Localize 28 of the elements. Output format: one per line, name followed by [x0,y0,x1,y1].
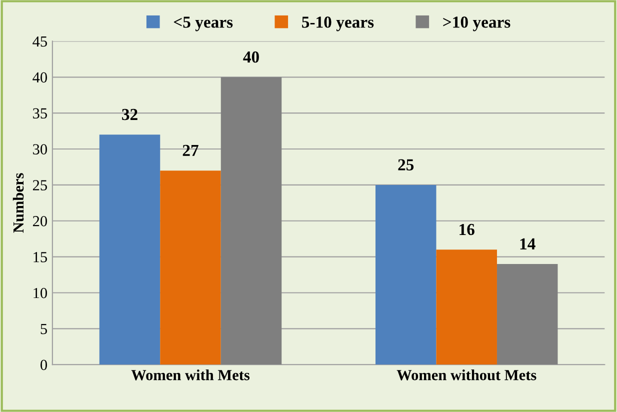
x-tick-label: Women with Mets [131,369,250,380]
y-tick-label: 5 [40,324,47,334]
data-label: 27 [182,144,198,156]
data-label: 25 [398,159,414,170]
bar [436,250,497,365]
bar [160,170,221,365]
legend-label: 5-10 years [302,16,374,32]
y-axis-title: Numbers [12,173,24,233]
bar [99,134,160,365]
y-tick-label: 30 [33,144,47,154]
bar [496,264,558,365]
y-tick-label: 40 [32,72,47,83]
y-tick-label: 0 [40,360,47,370]
data-label: 40 [243,51,259,63]
y-tick-label: 45 [32,36,47,47]
x-tick-label: Women without Mets [396,369,536,380]
y-tick-label: 15 [34,252,47,262]
bar [220,77,282,365]
bar [375,184,436,365]
data-label: 16 [460,224,474,236]
legend-label: >10 years [443,16,510,32]
data-label: 14 [520,238,536,250]
y-tick-label: 20 [32,216,47,226]
y-tick-label: 25 [32,180,47,190]
y-tick-label: 35 [33,108,47,119]
legend-label: <5 years [174,16,233,32]
y-tick-label: 10 [34,288,47,298]
data-label: 32 [122,108,138,120]
